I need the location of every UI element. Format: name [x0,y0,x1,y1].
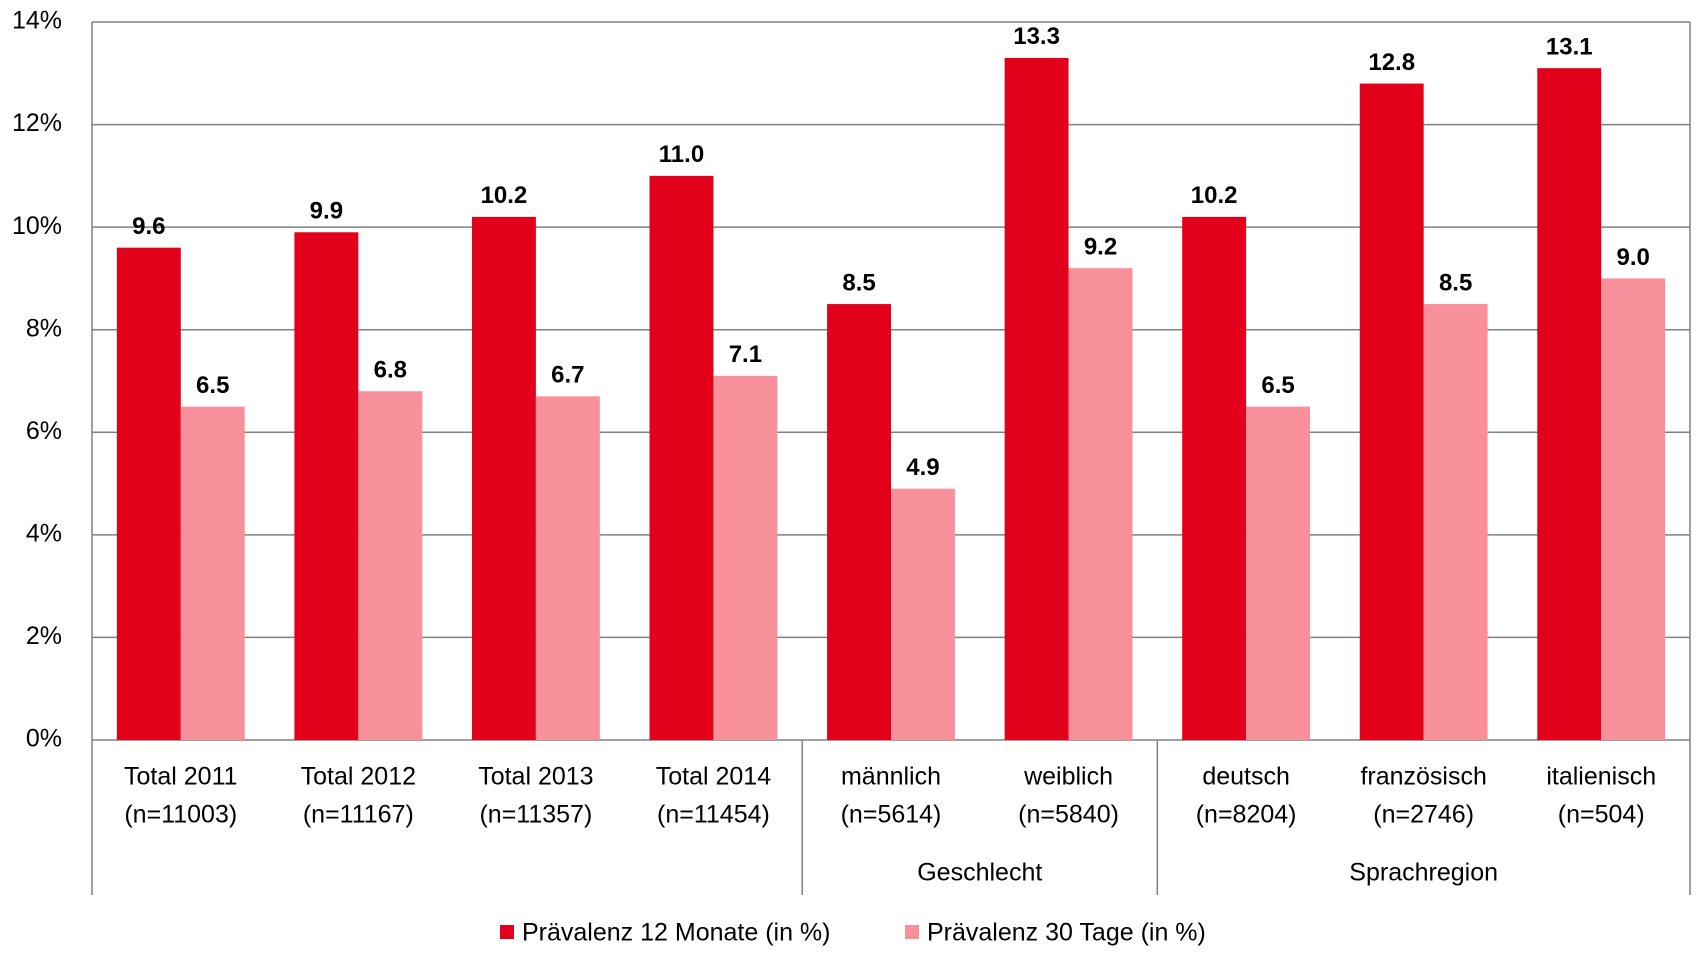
data-label: 9.6 [132,213,165,240]
legend-swatch [500,925,514,939]
x-tick-label: (n=2746) [1373,801,1474,829]
bar [1601,278,1666,740]
legend-label: Prävalenz 30 Tage (in %) [927,919,1206,947]
y-tick-label: 2% [26,622,62,650]
data-label: 9.0 [1616,244,1649,271]
data-label: 6.5 [196,372,229,399]
x-tick-label: weiblich [1023,763,1113,791]
bar [1359,83,1424,741]
x-tick-label: Total 2014 [656,763,771,791]
x-tick-label: (n=11454) [657,801,770,829]
x-tick-label: französisch [1360,763,1486,791]
x-tick-label: (n=8204) [1196,801,1297,829]
bar [358,391,423,740]
bar [294,232,359,740]
legend-swatch [905,925,919,939]
y-tick-label: 10% [12,212,62,240]
data-label: 6.8 [374,357,407,384]
bar [827,304,891,740]
data-label: 13.3 [1013,23,1060,50]
y-tick-label: 8% [26,314,62,342]
bar [713,375,778,740]
x-tick-label: Total 2011 [124,763,238,791]
y-tick-label: 14% [12,7,62,35]
bar [1246,406,1311,740]
bar [649,175,714,740]
bar [180,406,245,740]
y-tick-label: 6% [26,417,62,445]
bar [1182,216,1247,740]
bar [535,396,600,740]
y-tick-label: 12% [12,109,62,137]
bar [1423,304,1488,740]
x-tick-label: (n=5614) [841,801,942,829]
group-label: Geschlecht [917,859,1042,887]
bar [1537,68,1602,740]
bar [1068,268,1133,740]
bar [1004,57,1069,740]
bar [471,216,536,740]
x-tick-label: (n=11357) [479,801,592,829]
legend-label: Prävalenz 12 Monate (in %) [522,919,830,947]
y-tick-label: 4% [26,519,62,547]
x-tick-label: deutsch [1202,763,1290,791]
data-label: 7.1 [729,341,762,368]
x-tick-label: (n=11003) [124,801,237,829]
x-tick-label: männlich [841,763,941,791]
data-label: 10.2 [481,182,528,209]
data-label: 8.5 [842,269,875,296]
x-tick-label: italienisch [1546,763,1656,791]
data-label: 6.5 [1261,372,1294,399]
data-label: 13.1 [1546,34,1593,61]
data-label: 9.2 [1084,234,1117,261]
data-label: 12.8 [1368,49,1415,76]
data-label: 10.2 [1191,182,1238,209]
bar [116,247,181,740]
bar [891,488,955,740]
group-label: Sprachregion [1349,859,1498,887]
x-tick-label: (n=11167) [303,801,414,829]
x-tick-label: (n=5840) [1018,801,1119,829]
data-label: 6.7 [551,362,584,389]
x-tick-label: Total 2013 [478,763,593,791]
x-tick-label: Total 2012 [301,763,416,791]
x-tick-label: (n=504) [1558,801,1645,829]
data-label: 9.9 [310,198,343,225]
y-tick-label: 0% [26,725,62,753]
data-label: 4.9 [906,454,939,481]
data-label: 11.0 [659,141,704,168]
data-label: 8.5 [1439,269,1472,296]
